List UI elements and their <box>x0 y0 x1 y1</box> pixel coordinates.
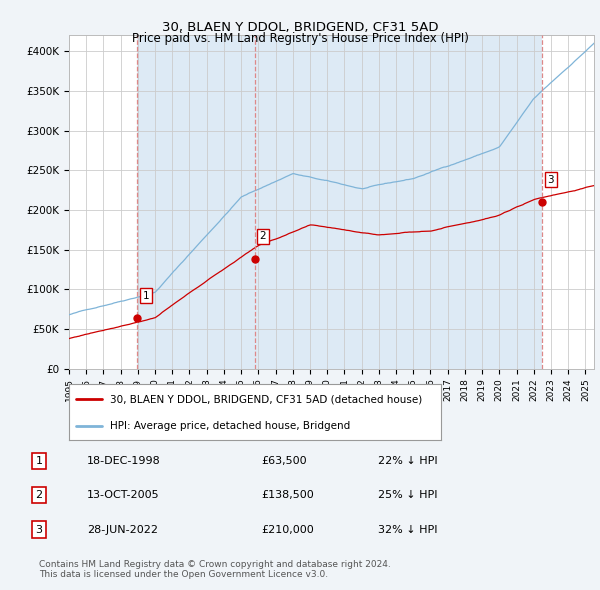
Text: 3: 3 <box>547 175 554 185</box>
Text: 2: 2 <box>35 490 43 500</box>
Text: Contains HM Land Registry data © Crown copyright and database right 2024.
This d: Contains HM Land Registry data © Crown c… <box>39 560 391 579</box>
Text: 1: 1 <box>142 291 149 301</box>
Text: 1: 1 <box>35 456 43 466</box>
Bar <box>137 35 542 369</box>
Text: HPI: Average price, detached house, Bridgend: HPI: Average price, detached house, Brid… <box>110 421 350 431</box>
Text: 25% ↓ HPI: 25% ↓ HPI <box>378 490 437 500</box>
Text: £138,500: £138,500 <box>261 490 314 500</box>
Text: 30, BLAEN Y DDOL, BRIDGEND, CF31 5AD (detached house): 30, BLAEN Y DDOL, BRIDGEND, CF31 5AD (de… <box>110 394 422 404</box>
Text: 28-JUN-2022: 28-JUN-2022 <box>87 525 158 535</box>
Text: Price paid vs. HM Land Registry's House Price Index (HPI): Price paid vs. HM Land Registry's House … <box>131 32 469 45</box>
Text: 2: 2 <box>260 231 266 241</box>
Text: 13-OCT-2005: 13-OCT-2005 <box>87 490 160 500</box>
Text: £210,000: £210,000 <box>261 525 314 535</box>
Text: 22% ↓ HPI: 22% ↓ HPI <box>378 456 437 466</box>
Text: 18-DEC-1998: 18-DEC-1998 <box>87 456 161 466</box>
Text: £63,500: £63,500 <box>261 456 307 466</box>
Text: 30, BLAEN Y DDOL, BRIDGEND, CF31 5AD: 30, BLAEN Y DDOL, BRIDGEND, CF31 5AD <box>162 21 438 34</box>
Text: 32% ↓ HPI: 32% ↓ HPI <box>378 525 437 535</box>
Text: 3: 3 <box>35 525 43 535</box>
